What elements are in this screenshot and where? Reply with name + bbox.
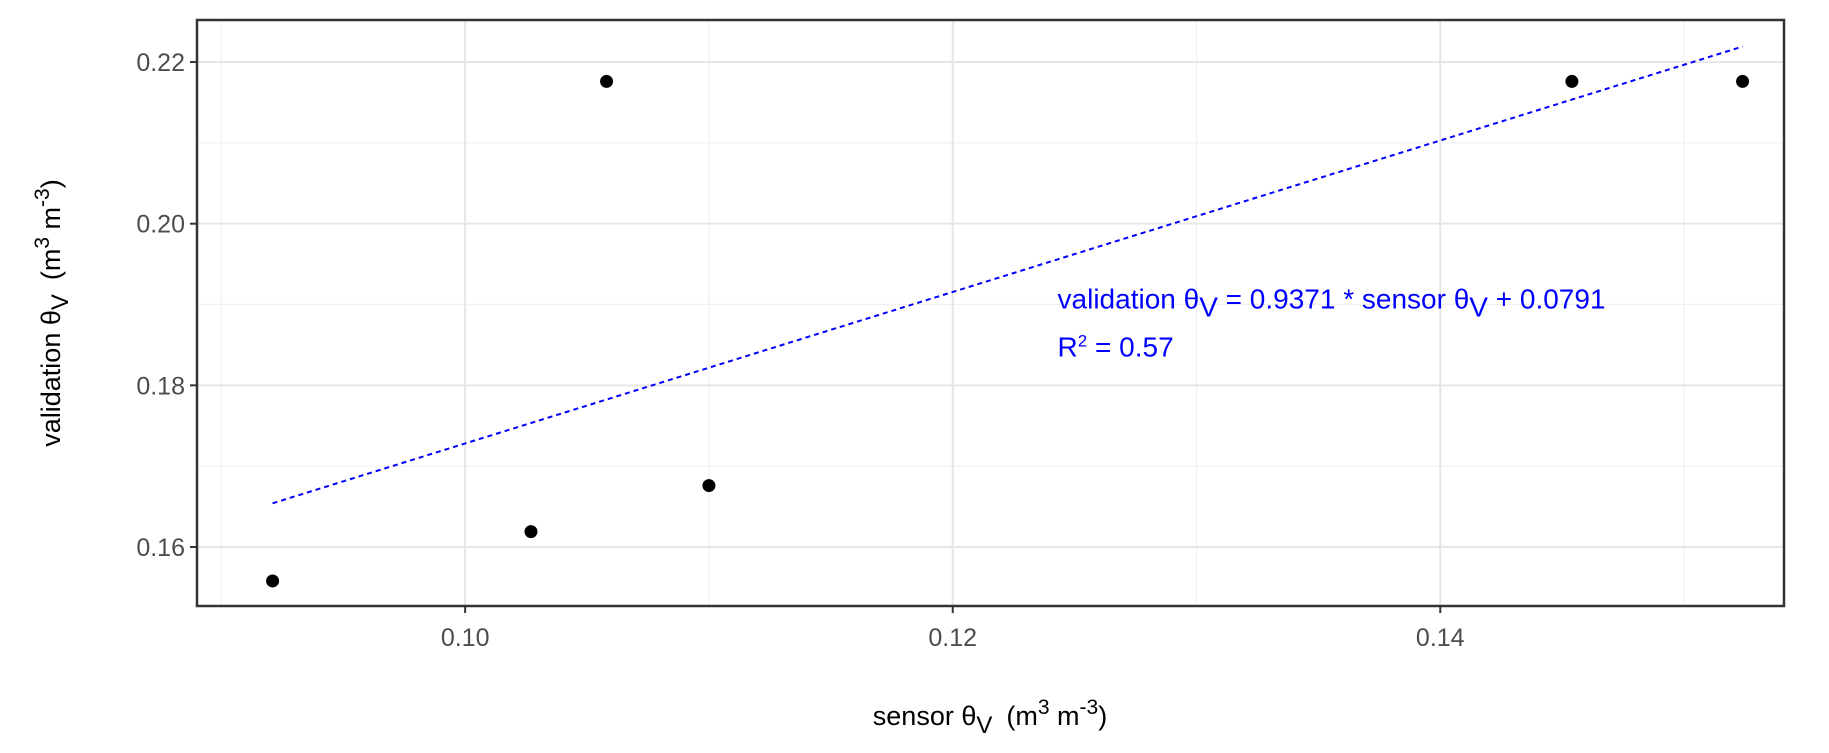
y-tick-label: 0.18 <box>136 372 185 400</box>
y-axis-label: validation θV(m3 m-3) <box>31 179 74 446</box>
r-squared-label: R2 = 0.57 <box>1058 332 1174 363</box>
x-tick-label: 0.12 <box>928 624 977 652</box>
data-point <box>266 574 280 588</box>
regression-line <box>272 45 1743 505</box>
x-tick-label: 0.10 <box>441 624 490 652</box>
y-tick-label: 0.16 <box>136 534 185 562</box>
plot-panel-border <box>195 18 1786 608</box>
y-tick-label: 0.22 <box>136 49 185 77</box>
data-point <box>1565 74 1579 88</box>
x-tick-label: 0.14 <box>1416 624 1465 652</box>
data-point <box>702 479 716 493</box>
y-tick-label: 0.20 <box>136 211 185 239</box>
data-point <box>524 525 538 539</box>
x-axis-label: sensor θV (m3 m-3) <box>873 696 1107 739</box>
data-point <box>600 74 614 88</box>
regression-equation: validation θV = 0.9371 * sensor θV + 0.0… <box>1058 284 1606 323</box>
data-point <box>1736 74 1750 88</box>
